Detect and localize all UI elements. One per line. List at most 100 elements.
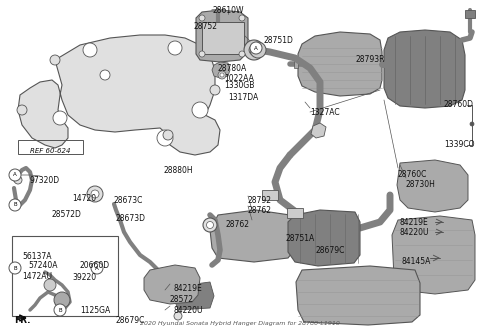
- Text: 1327AC: 1327AC: [310, 108, 340, 117]
- Circle shape: [168, 41, 182, 55]
- Text: 28572: 28572: [170, 295, 194, 304]
- Text: 20660D: 20660D: [80, 261, 110, 270]
- Circle shape: [91, 262, 103, 274]
- Circle shape: [14, 176, 22, 184]
- Text: 28792: 28792: [248, 196, 272, 205]
- Circle shape: [9, 169, 21, 181]
- Circle shape: [250, 42, 266, 58]
- Circle shape: [91, 190, 99, 198]
- Polygon shape: [465, 10, 475, 18]
- Text: REF 60-624: REF 60-624: [30, 148, 71, 154]
- Circle shape: [9, 262, 21, 274]
- Circle shape: [239, 15, 245, 21]
- Text: 28762: 28762: [226, 220, 250, 229]
- Text: 28730H: 28730H: [406, 180, 436, 189]
- Circle shape: [163, 130, 173, 140]
- Circle shape: [100, 70, 110, 80]
- Bar: [202, 22, 244, 54]
- Text: 14720: 14720: [72, 194, 96, 203]
- Circle shape: [174, 312, 182, 320]
- Text: 84219E: 84219E: [399, 218, 428, 227]
- Circle shape: [199, 51, 205, 57]
- Polygon shape: [294, 60, 298, 68]
- Text: 1125GA: 1125GA: [80, 306, 110, 315]
- Polygon shape: [210, 210, 296, 262]
- Circle shape: [83, 43, 97, 57]
- Text: 1022AA: 1022AA: [224, 74, 254, 83]
- Text: B: B: [58, 308, 62, 313]
- Polygon shape: [296, 266, 420, 325]
- Circle shape: [9, 199, 21, 211]
- Polygon shape: [144, 265, 200, 304]
- Circle shape: [220, 73, 224, 77]
- Text: 28673C: 28673C: [114, 196, 144, 205]
- Text: 1317DA: 1317DA: [228, 93, 258, 102]
- Polygon shape: [384, 30, 465, 108]
- Text: 1339CO: 1339CO: [444, 140, 475, 149]
- Text: 84220U: 84220U: [174, 306, 204, 315]
- Text: 28760C: 28760C: [398, 170, 427, 179]
- Circle shape: [192, 102, 208, 118]
- Polygon shape: [18, 35, 220, 155]
- Text: 28679C: 28679C: [116, 316, 145, 325]
- Circle shape: [244, 40, 264, 60]
- Polygon shape: [298, 32, 382, 96]
- Text: FR.: FR.: [14, 316, 31, 325]
- Text: 28673D: 28673D: [116, 214, 146, 223]
- Text: 28793R: 28793R: [356, 55, 385, 64]
- Circle shape: [239, 51, 245, 57]
- Circle shape: [54, 304, 66, 316]
- Text: 28762: 28762: [248, 206, 272, 215]
- Circle shape: [199, 15, 205, 21]
- Text: A: A: [95, 265, 99, 271]
- Polygon shape: [174, 282, 214, 310]
- Text: 1472AU: 1472AU: [22, 272, 52, 281]
- Polygon shape: [262, 190, 278, 200]
- Bar: [12, 236, 118, 316]
- Text: 97320D: 97320D: [30, 176, 60, 185]
- Polygon shape: [288, 210, 360, 266]
- Text: B: B: [13, 265, 17, 271]
- Text: B: B: [13, 202, 17, 208]
- Circle shape: [250, 42, 262, 54]
- Polygon shape: [397, 160, 468, 212]
- Circle shape: [249, 45, 259, 55]
- Text: 39220: 39220: [72, 273, 96, 282]
- Polygon shape: [311, 123, 326, 138]
- Text: 28572D: 28572D: [52, 210, 82, 219]
- Text: 28751D: 28751D: [264, 36, 294, 45]
- Circle shape: [218, 71, 226, 79]
- Text: A: A: [254, 46, 258, 51]
- Text: A: A: [13, 173, 17, 177]
- Text: 28610W: 28610W: [212, 6, 244, 15]
- Text: 84220U: 84220U: [399, 228, 429, 237]
- Text: 84145A: 84145A: [402, 257, 432, 266]
- Text: 28780A: 28780A: [218, 64, 247, 73]
- Circle shape: [157, 130, 173, 146]
- Circle shape: [203, 218, 217, 232]
- Text: 84219E: 84219E: [174, 284, 203, 293]
- Text: 56137A: 56137A: [22, 252, 51, 261]
- Circle shape: [470, 122, 474, 126]
- Circle shape: [206, 221, 214, 229]
- Bar: [18, 140, 83, 154]
- Circle shape: [87, 186, 103, 202]
- Text: 28752: 28752: [194, 22, 218, 31]
- Polygon shape: [196, 10, 248, 62]
- Polygon shape: [392, 216, 475, 294]
- Circle shape: [44, 279, 56, 291]
- Circle shape: [50, 55, 60, 65]
- Circle shape: [53, 111, 67, 125]
- Text: 28751A: 28751A: [286, 234, 315, 243]
- Circle shape: [17, 105, 27, 115]
- Text: 28679C: 28679C: [316, 246, 346, 255]
- Text: 28760D: 28760D: [444, 100, 474, 109]
- Circle shape: [210, 85, 220, 95]
- Circle shape: [54, 292, 70, 308]
- Polygon shape: [212, 62, 230, 78]
- Text: 1330GB: 1330GB: [224, 81, 254, 90]
- Text: 57240A: 57240A: [28, 261, 58, 270]
- Text: 2020 Hyundai Sonata Hybrid Hanger Diagram for 28780-L1910: 2020 Hyundai Sonata Hybrid Hanger Diagra…: [140, 321, 340, 326]
- Text: 28880H: 28880H: [164, 166, 193, 175]
- Polygon shape: [287, 208, 303, 218]
